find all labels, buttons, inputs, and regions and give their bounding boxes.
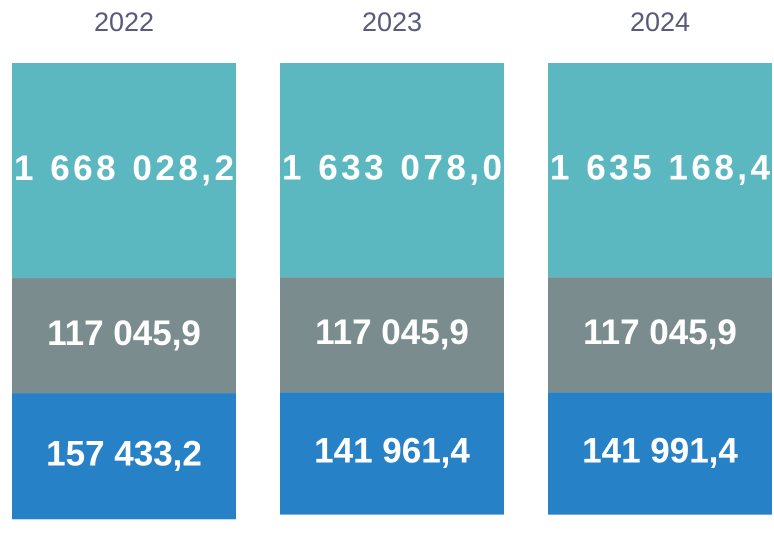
value-label: 1 668 028,2 bbox=[14, 149, 234, 188]
bar-segment bbox=[12, 63, 236, 279]
bar-segment bbox=[280, 63, 504, 278]
category-label: 2023 bbox=[362, 7, 422, 37]
bar-segment bbox=[280, 277, 504, 393]
bar-segment bbox=[12, 393, 236, 520]
value-label: 117 045,9 bbox=[583, 313, 737, 352]
value-label: 141 961,4 bbox=[314, 432, 470, 471]
value-label: 1 635 168,4 bbox=[550, 148, 771, 187]
value-label: 141 991,4 bbox=[582, 432, 738, 471]
bar-segment bbox=[548, 392, 772, 515]
bar-segment bbox=[280, 392, 504, 515]
value-label: 117 045,9 bbox=[47, 314, 201, 353]
category-label: 2022 bbox=[94, 7, 154, 37]
value-label: 1 633 078,0 bbox=[282, 148, 502, 187]
bar-segment bbox=[548, 277, 772, 393]
value-label: 157 433,2 bbox=[46, 434, 202, 473]
value-label: 117 045,9 bbox=[315, 313, 469, 352]
category-label: 2024 bbox=[630, 7, 690, 37]
bar-segment bbox=[548, 63, 772, 278]
bar-segment bbox=[12, 278, 236, 394]
